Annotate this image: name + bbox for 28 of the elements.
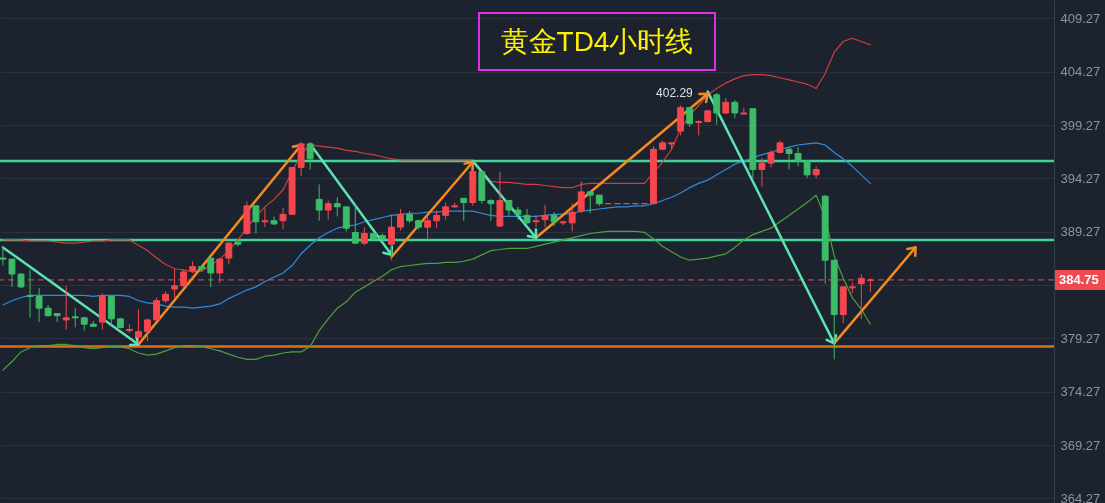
- candlestick: [686, 107, 694, 128]
- candlestick: [677, 105, 685, 136]
- candlestick: [541, 204, 549, 228]
- candlestick: [225, 241, 233, 265]
- y-tick-label: 364.27: [1060, 490, 1101, 503]
- y-tick-label: 399.27: [1060, 117, 1101, 133]
- candlestick: [550, 211, 558, 227]
- candlestick: [297, 141, 305, 177]
- candlestick: [568, 203, 576, 232]
- candlestick: [857, 273, 865, 320]
- candlestick: [397, 208, 404, 231]
- y-tick-label: 379.27: [1060, 330, 1101, 346]
- y-tick-label: 374.27: [1060, 384, 1101, 400]
- candlestick: [433, 209, 441, 229]
- ref-line-label: 384.75: [1059, 271, 1099, 287]
- y-tick-label: 404.27: [1060, 64, 1101, 80]
- y-tick-label: 369.27: [1060, 437, 1101, 453]
- candlestick: [261, 207, 269, 228]
- y-tick-label: 389.27: [1060, 224, 1101, 240]
- candlestick: [252, 205, 260, 235]
- y-tick-label: 409.27: [1060, 10, 1101, 26]
- candlestick: [424, 215, 432, 240]
- candlestick: [577, 180, 585, 214]
- candlestick: [460, 197, 468, 222]
- candlestick: [207, 256, 215, 288]
- y-tick-label: 394.27: [1060, 170, 1101, 186]
- annotation: 402.29: [656, 85, 694, 100]
- candlestick: [153, 297, 160, 321]
